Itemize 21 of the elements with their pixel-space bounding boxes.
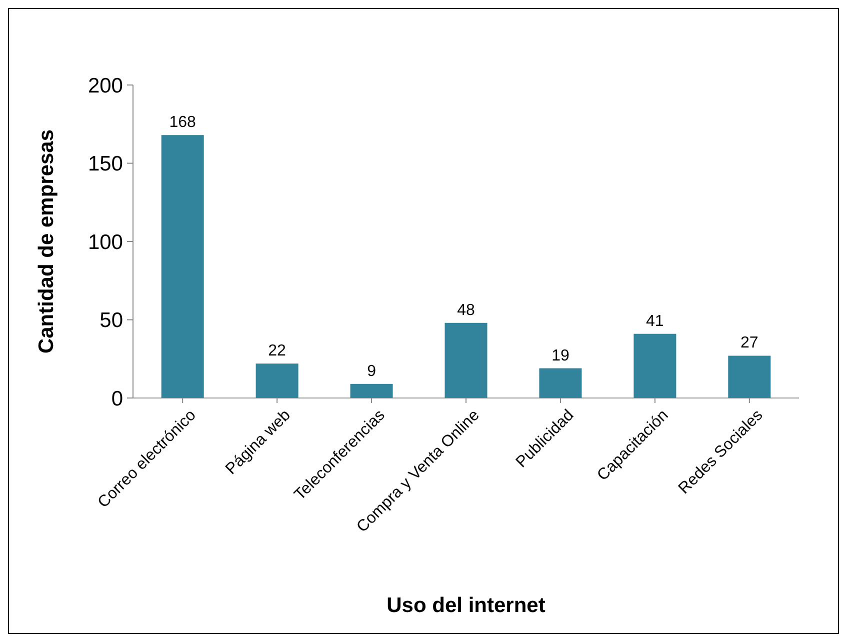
- data-label: 9: [367, 362, 376, 380]
- y-tick-label: 150: [88, 152, 123, 176]
- y-tick-label: 0: [111, 387, 123, 410]
- bar: [350, 384, 393, 398]
- data-label: 48: [457, 302, 475, 319]
- bar: [539, 368, 582, 398]
- data-label: 22: [268, 342, 286, 360]
- data-label: 19: [552, 347, 570, 364]
- y-tick-label: 200: [88, 74, 123, 98]
- bar: [634, 334, 676, 398]
- y-tick-label: 100: [88, 230, 123, 254]
- bar: [444, 322, 488, 398]
- bar: [728, 356, 771, 398]
- data-label: 168: [169, 114, 196, 132]
- data-label: 27: [740, 334, 758, 352]
- y-tick-label: 50: [100, 309, 123, 332]
- x-axis-title: Uso del internet: [386, 594, 546, 617]
- bar: [161, 135, 204, 398]
- data-label: 41: [646, 312, 664, 330]
- bar: [256, 364, 298, 398]
- y-axis-title: Cantidad de empresas: [35, 129, 58, 354]
